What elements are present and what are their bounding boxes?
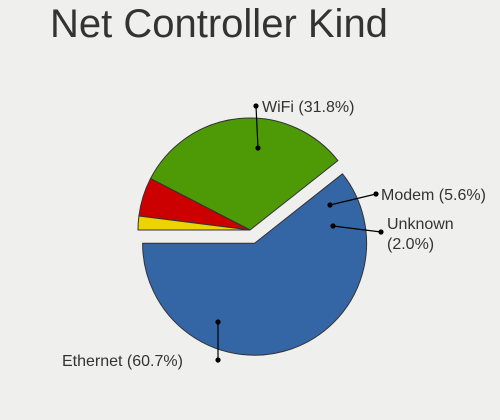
leader-line-wifi [255, 105, 259, 149]
pie-slice-ethernet [142, 173, 368, 356]
pie-labels: Ethernet (60.7%) WiFi (31.8%) Modem (5.6%)… [62, 99, 486, 370]
pie-slice-wifi [150, 117, 339, 231]
leader-dot-modem-inner [327, 202, 333, 208]
leader-line-modem [329, 193, 377, 206]
leader-line-unknown [332, 225, 382, 233]
leader-dot-modem-outer [373, 191, 379, 197]
leader-dot-ethernet-inner [215, 319, 221, 325]
leader-dot-unknown-inner [330, 223, 336, 229]
slice-label-wifi: WiFi (31.8%) [262, 99, 354, 116]
chart-title: Net Controller Kind [50, 2, 388, 46]
pie-leader-lines [215, 103, 384, 363]
pie-slice-unknown [137, 215, 251, 231]
slice-label-unknown-line-2: (2.0%) [387, 236, 434, 253]
slice-label-unknown-line-1: Unknown [387, 216, 454, 233]
leader-dot-ethernet-outer [215, 357, 221, 363]
slice-label-ethernet: Ethernet (60.7%) [62, 353, 183, 370]
slice-label-modem: Modem (5.6%) [381, 187, 486, 204]
slice-label-unknown: Unknown (2.0%) [387, 216, 454, 253]
leader-dot-wifi-outer [253, 103, 259, 109]
pie-slices [137, 117, 368, 356]
leader-dot-wifi-inner [255, 145, 261, 151]
leader-dot-unknown-outer [378, 229, 384, 235]
